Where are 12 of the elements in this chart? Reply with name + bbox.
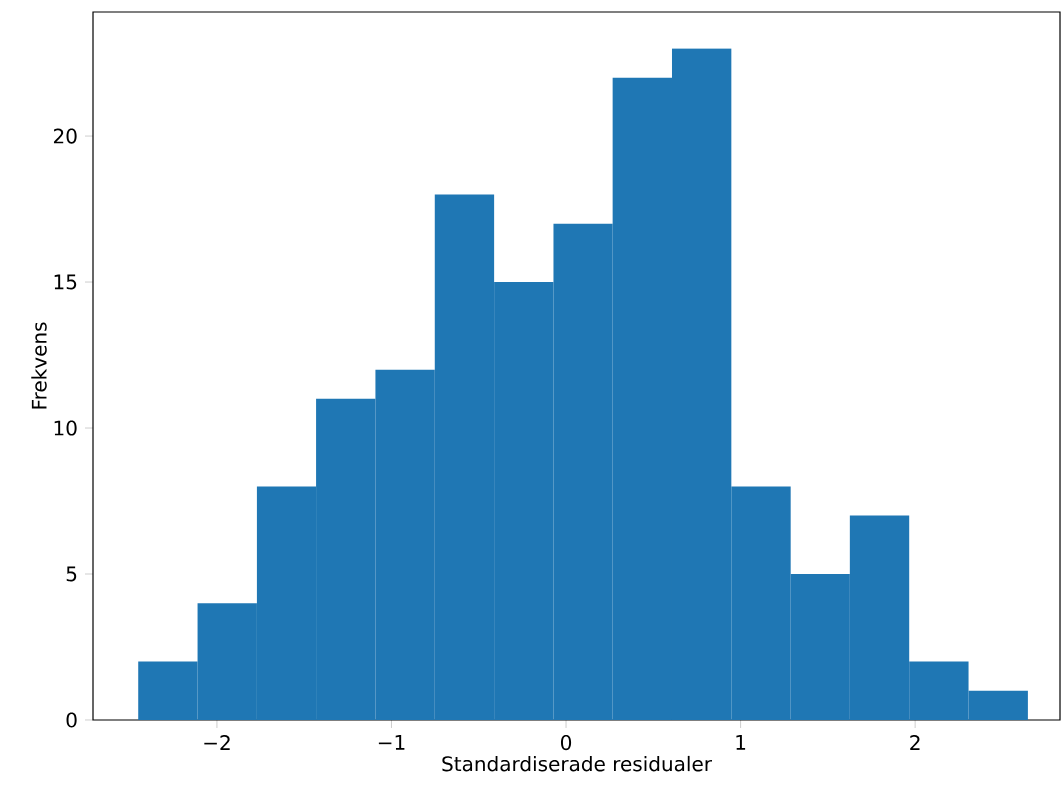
- x-tick-label: 0: [560, 735, 572, 751]
- y-axis-title: Frekvens: [31, 322, 47, 409]
- y-tick-label: 10: [54, 420, 77, 436]
- x-axis-title: Standardiserade residualer: [442, 755, 712, 772]
- x-tick-label: −2: [204, 735, 230, 750]
- x-tick-label: 1: [736, 735, 746, 750]
- y-tick-label: 5: [66, 566, 77, 582]
- y-tick-label: 15: [54, 274, 77, 290]
- y-tick-label: 20: [53, 128, 77, 144]
- x-tick-label: −1: [378, 735, 405, 750]
- y-tick-label: 0: [66, 712, 77, 728]
- x-tick-label: 2: [910, 735, 920, 750]
